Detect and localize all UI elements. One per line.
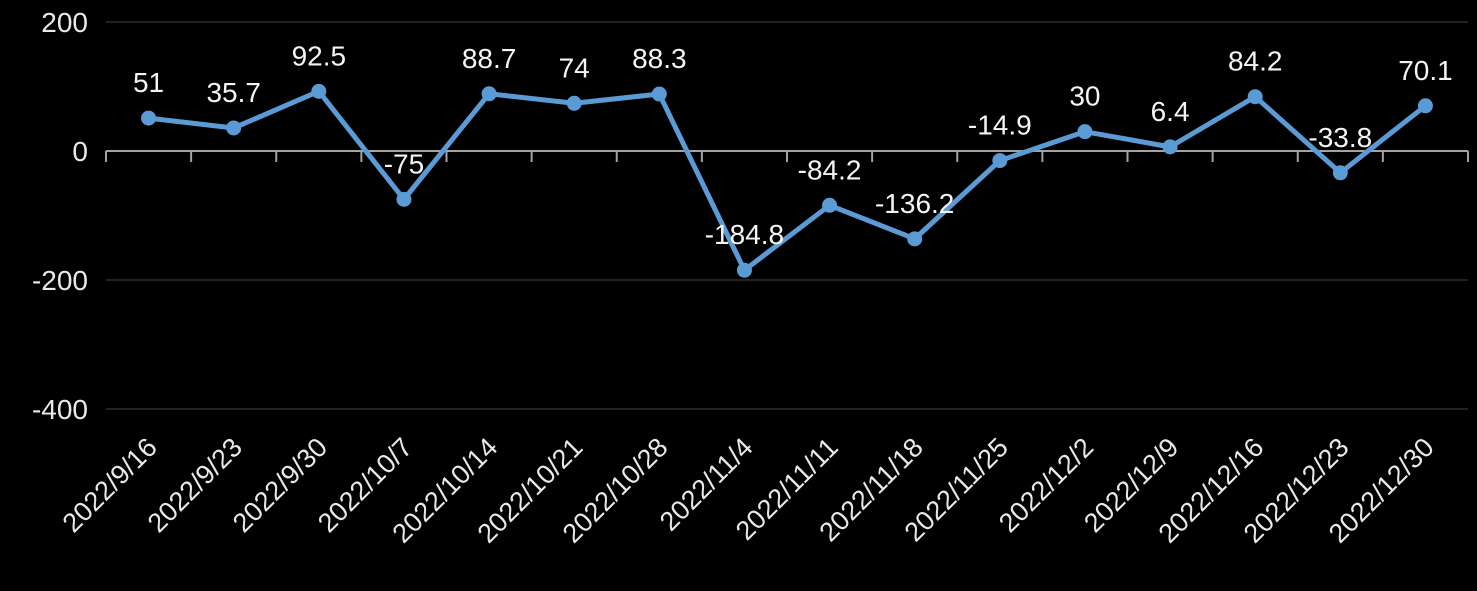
data-label: 88.3 bbox=[632, 43, 687, 74]
data-label: 70.1 bbox=[1398, 55, 1453, 86]
data-point-marker bbox=[226, 120, 242, 136]
data-point-marker bbox=[481, 86, 497, 102]
series-line bbox=[146, 88, 1428, 273]
data-point-marker bbox=[992, 153, 1008, 169]
data-label: 84.2 bbox=[1228, 46, 1283, 77]
data-point-marker bbox=[1162, 139, 1178, 155]
data-label: -33.8 bbox=[1308, 122, 1372, 153]
data-label: -136.2 bbox=[875, 188, 954, 219]
data-point-marker bbox=[822, 197, 838, 213]
y-axis-tick-label: -200 bbox=[32, 265, 88, 296]
data-label: 30 bbox=[1069, 81, 1100, 112]
data-point-marker bbox=[566, 95, 582, 111]
data-point-marker bbox=[1077, 124, 1093, 140]
data-label: -14.9 bbox=[968, 110, 1032, 141]
data-point-marker bbox=[1417, 98, 1433, 114]
data-label: 92.5 bbox=[292, 40, 347, 71]
data-point-marker bbox=[1332, 165, 1348, 181]
y-axis-tick-label: 0 bbox=[72, 136, 88, 167]
data-label: 6.4 bbox=[1151, 96, 1190, 127]
data-label: -84.2 bbox=[798, 154, 862, 185]
y-axis-tick-label: 200 bbox=[41, 7, 88, 38]
data-point-marker bbox=[736, 262, 752, 278]
data-point-marker bbox=[651, 86, 667, 102]
data-label: -184.8 bbox=[705, 219, 784, 250]
data-point-marker bbox=[396, 191, 412, 207]
data-label: -75 bbox=[384, 148, 424, 179]
data-label: 88.7 bbox=[462, 43, 517, 74]
data-label: 74 bbox=[559, 52, 590, 83]
data-point-marker bbox=[311, 83, 327, 99]
data-point-marker bbox=[907, 231, 923, 247]
data-point-marker bbox=[141, 110, 157, 126]
y-axis-tick-label: -400 bbox=[32, 394, 88, 425]
data-label: 51 bbox=[133, 67, 164, 98]
data-label: 35.7 bbox=[206, 77, 261, 108]
data-point-marker bbox=[1247, 89, 1263, 105]
